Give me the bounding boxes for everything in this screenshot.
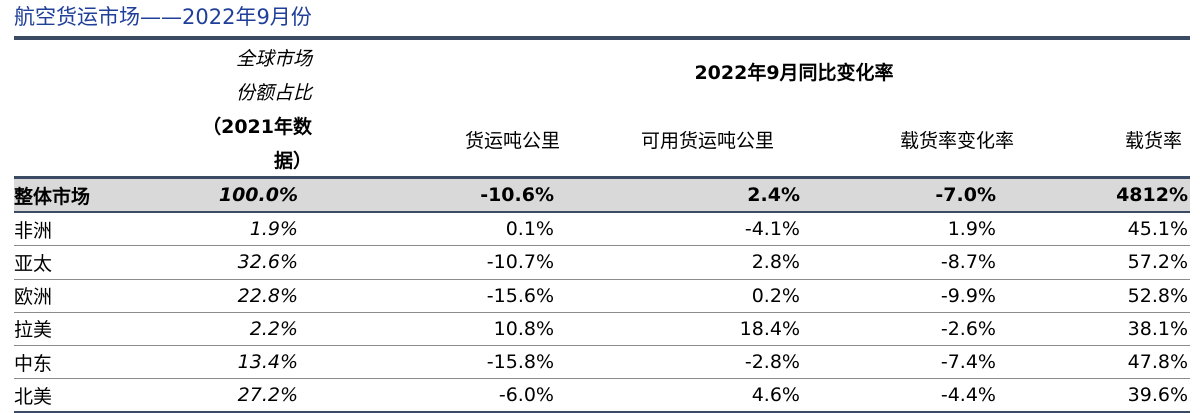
load-factor-cell: 39.6% — [998, 378, 1190, 413]
load-factor-cell: 57.2% — [998, 245, 1190, 280]
load-factor-cell: 4812% — [998, 176, 1190, 214]
ctk-cell: -15.6% — [302, 279, 556, 313]
load-factor-cell: 52.8% — [998, 279, 1190, 313]
share-column-header: 全球市场 份额占比 （2021年数 据） — [174, 42, 312, 178]
ctk-cell: -10.6% — [302, 176, 556, 214]
region-cell: 亚太 — [14, 245, 174, 280]
ctk-cell: -10.7% — [302, 245, 556, 280]
column-header-load-factor-change: 载货率变化率 — [899, 130, 1014, 152]
actk-cell: 18.4% — [556, 312, 802, 346]
actk-cell: 2.8% — [556, 245, 802, 280]
share-cell: 27.2% — [174, 378, 302, 413]
share-cell: 13.4% — [174, 345, 302, 380]
table-row-total: 整体市场 100.0% -10.6% 2.4% -7.0% 4812% — [14, 176, 1190, 214]
share-cell: 1.9% — [174, 212, 302, 247]
load-factor-change-cell: 1.9% — [802, 212, 998, 247]
table-row: 中东 13.4% -15.8% -2.8% -7.4% 47.8% — [14, 345, 1190, 380]
table-header: 全球市场 份额占比 （2021年数 据） 2022年9月同比变化率 货运吨公里 … — [14, 40, 1190, 174]
region-cell: 整体市场 — [14, 176, 174, 214]
share-header-line-4: 据） — [273, 150, 312, 172]
share-header-line-3: （2021年数 — [202, 116, 312, 138]
table-row: 亚太 32.6% -10.7% 2.8% -8.7% 57.2% — [14, 245, 1190, 280]
actk-cell: -4.1% — [556, 212, 802, 247]
actk-cell: -2.8% — [556, 345, 802, 380]
load-factor-change-cell: -2.6% — [802, 312, 998, 346]
load-factor-cell: 45.1% — [998, 212, 1190, 247]
column-header-load-factor: 载货率 — [1124, 130, 1182, 152]
table-row: 欧洲 22.8% -15.6% 0.2% -9.9% 52.8% — [14, 279, 1190, 313]
load-factor-change-cell: -9.9% — [802, 279, 998, 313]
share-cell: 22.8% — [174, 279, 302, 313]
share-cell: 100.0% — [174, 176, 302, 214]
share-header-line-1: 全球市场 — [235, 48, 312, 70]
share-cell: 2.2% — [174, 312, 302, 346]
group-header-yoy-change: 2022年9月同比变化率 — [694, 62, 894, 84]
cargo-market-table: 整体市场 100.0% -10.6% 2.4% -7.0% 4812% 非洲 1… — [14, 176, 1190, 413]
actk-cell: 2.4% — [556, 176, 802, 214]
load-factor-change-cell: -7.0% — [802, 176, 998, 214]
region-cell: 欧洲 — [14, 279, 174, 313]
load-factor-cell: 47.8% — [998, 345, 1190, 380]
actk-cell: 0.2% — [556, 279, 802, 313]
load-factor-cell: 38.1% — [998, 312, 1190, 346]
region-cell: 北美 — [14, 378, 174, 413]
table-row: 北美 27.2% -6.0% 4.6% -4.4% 39.6% — [14, 378, 1190, 413]
load-factor-change-cell: -7.4% — [802, 345, 998, 380]
load-factor-change-cell: -4.4% — [802, 378, 998, 413]
ctk-cell: -6.0% — [302, 378, 556, 413]
region-cell: 拉美 — [14, 312, 174, 346]
region-cell: 非洲 — [14, 212, 174, 247]
load-factor-change-cell: -8.7% — [802, 245, 998, 280]
share-header-line-2: 份额占比 — [235, 82, 312, 104]
ctk-cell: 0.1% — [302, 212, 556, 247]
table-row: 拉美 2.2% 10.8% 18.4% -2.6% 38.1% — [14, 312, 1190, 346]
actk-cell: 4.6% — [556, 378, 802, 413]
table-row: 非洲 1.9% 0.1% -4.1% 1.9% 45.1% — [14, 212, 1190, 247]
region-cell: 中东 — [14, 345, 174, 380]
title-divider — [14, 36, 1190, 40]
page-title: 航空货运市场——2022年9月份 — [14, 5, 312, 29]
ctk-cell: 10.8% — [302, 312, 556, 346]
column-header-ctk: 货运吨公里 — [464, 130, 560, 152]
share-cell: 32.6% — [174, 245, 302, 280]
ctk-cell: -15.8% — [302, 345, 556, 380]
column-header-actk: 可用货运吨公里 — [640, 130, 774, 152]
